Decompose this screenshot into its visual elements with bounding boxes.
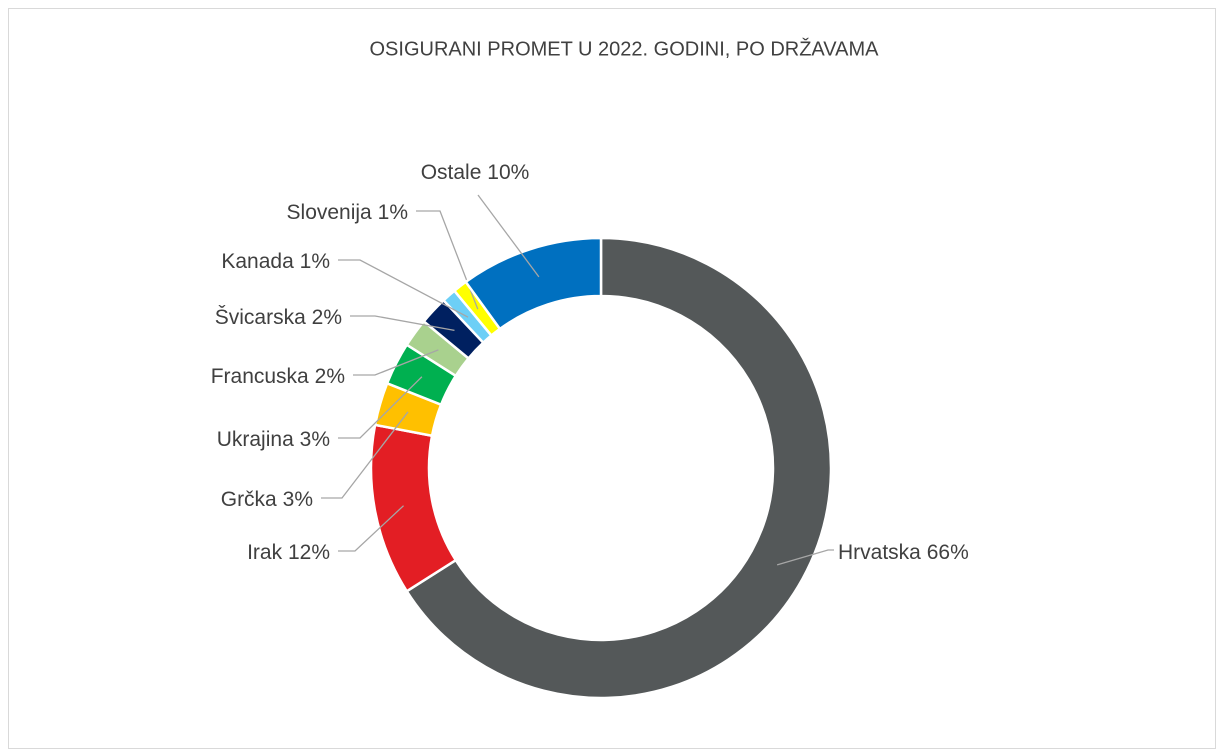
label-category: Hrvatska: [838, 541, 921, 564]
label-category: Francuska: [211, 365, 309, 388]
data-label: Grčka 3%: [221, 488, 313, 511]
data-label: Švicarska 2%: [215, 306, 342, 329]
label-value: 3%: [300, 428, 330, 451]
donut-segment: [405, 236, 833, 700]
chart-title: OSIGURANI PROMET U 2022. GODINI, PO DRŽA…: [370, 37, 880, 60]
data-label: Ukrajina 3%: [217, 428, 330, 451]
data-label: Slovenija 1%: [287, 201, 408, 224]
label-value: 1%: [378, 201, 408, 224]
data-label: Ostale 10%: [421, 161, 530, 184]
leader-line: [776, 549, 834, 566]
label-value: 1%: [300, 250, 330, 273]
chart-border: [8, 8, 1216, 749]
leader-line: [338, 259, 469, 318]
data-label: Irak 12%: [247, 541, 330, 564]
label-value: 12%: [288, 541, 330, 564]
label-value: 2%: [312, 306, 342, 329]
label-category: Ostale: [421, 161, 482, 184]
leader-line: [338, 376, 423, 439]
label-value: 2%: [315, 365, 345, 388]
data-label: Francuska 2%: [211, 365, 345, 388]
label-value: 10%: [487, 161, 529, 184]
donut-segment: [464, 236, 603, 331]
leader-line: [353, 349, 439, 376]
leader-line: [477, 194, 540, 278]
label-value: 3%: [283, 488, 313, 511]
leader-line: [416, 210, 479, 310]
label-category: Irak: [247, 541, 283, 564]
label-category: Ukrajina: [217, 428, 294, 451]
leader-line: [350, 315, 455, 332]
label-category: Kanada: [221, 250, 294, 273]
leader-line: [338, 505, 405, 552]
label-category: Slovenija: [287, 201, 373, 224]
label-category: Grčka: [221, 488, 277, 511]
label-value: 66%: [927, 541, 969, 564]
data-label: Kanada 1%: [221, 250, 330, 273]
leader-line: [321, 411, 409, 499]
data-label: Hrvatska 66%: [838, 541, 969, 564]
label-category: Švicarska: [215, 306, 306, 329]
